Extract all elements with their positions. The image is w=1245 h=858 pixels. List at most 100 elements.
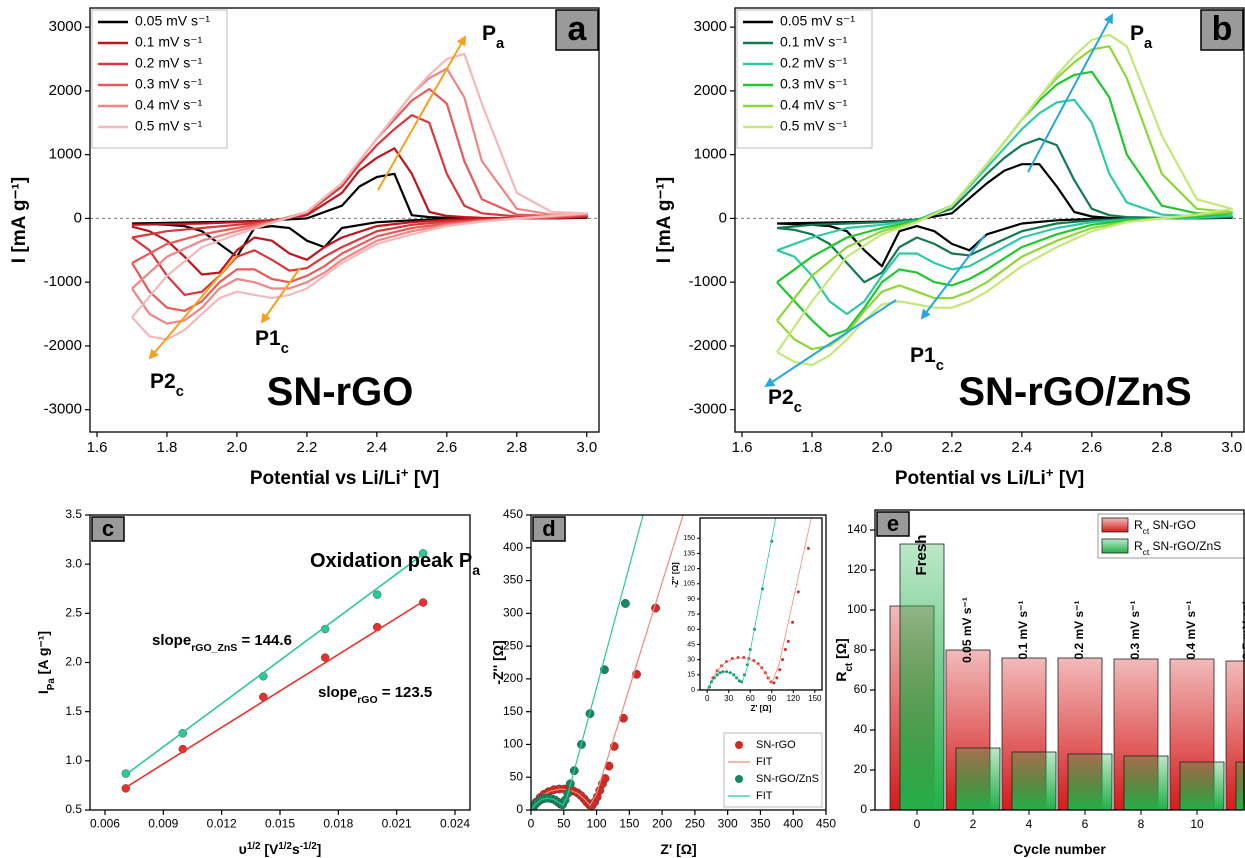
arrow xyxy=(260,267,301,324)
inset-y-tick-label: 90 xyxy=(687,596,695,603)
bar-label: 0.05 mV s⁻¹ xyxy=(960,597,974,663)
bar-label: 0.1 mV s⁻¹ xyxy=(1016,600,1030,659)
y-tick-label: 3000 xyxy=(694,18,727,35)
bar-label: 0.4 mV s⁻¹ xyxy=(1184,600,1198,659)
panel-letter: d xyxy=(542,516,555,541)
legend-label: Rct SN-rGO/ZnS xyxy=(1134,539,1221,557)
data-point xyxy=(783,648,787,652)
y-tick-label: -1000 xyxy=(44,273,82,290)
legend: 0.05 mV s⁻¹ 0.1 mV s⁻¹ 0.2 mV s⁻¹ 0.3 mV s⁻… xyxy=(736,9,873,149)
data-point xyxy=(373,590,382,599)
annotation: Pa xyxy=(1130,22,1153,52)
plot-content xyxy=(531,515,684,810)
legend: 0.05 mV s⁻¹ 0.1 mV s⁻¹ 0.2 mV s⁻¹ 0.3 mV s⁻… xyxy=(91,9,228,149)
text-part: υ xyxy=(239,841,247,857)
legend-label: Rct SN-rGO xyxy=(1134,518,1196,536)
bar-label: 0.3 mV s⁻¹ xyxy=(1128,600,1142,659)
arrow xyxy=(920,234,986,320)
x-tick-label: 2 xyxy=(970,817,977,831)
text-part: c xyxy=(794,400,802,416)
fit-line xyxy=(125,600,424,789)
panel: -3000 -2000 -1000 0 1000 2000 3000 1.6 1.8 2.0 2.2… xyxy=(9,7,600,489)
text-part: [Ω] xyxy=(833,638,849,662)
annotation: P1c xyxy=(255,327,289,357)
text-part: + xyxy=(1046,465,1054,480)
y-axis-label: I [mA g⁻¹] xyxy=(654,177,675,263)
sample-label: SN-rGO/ZnS xyxy=(958,370,1191,414)
x-tick-label: 300 xyxy=(718,817,738,831)
text-part: [V xyxy=(260,841,279,857)
text-part: R xyxy=(833,672,849,682)
text-part: = 123.5 xyxy=(378,684,433,701)
x-tick-label: 0.018 xyxy=(323,817,353,831)
inset-frame xyxy=(699,517,823,691)
y-tick-label: 250 xyxy=(503,638,523,652)
x-tick-label: 0.015 xyxy=(265,817,295,831)
x-tick-label: 0 xyxy=(528,817,535,831)
y-tick-label: -3000 xyxy=(44,401,82,418)
legend-label: 0.5 mV s⁻¹ xyxy=(780,118,848,134)
inset-y-tick-label: 45 xyxy=(687,641,695,648)
y-tick-label: 300 xyxy=(503,606,523,620)
legend-label: 0.5 mV s⁻¹ xyxy=(135,118,203,134)
x-axis-label: Z' [Ω] xyxy=(660,841,696,857)
legend: Rct SN-rGO Rct SN-rGO/ZnS xyxy=(1097,513,1245,559)
x-tick-label: 150 xyxy=(619,817,639,831)
x-tick-label: 6 xyxy=(1082,817,1089,831)
y-axis-label: Rct [Ω] xyxy=(833,638,855,681)
legend-label: 0.3 mV s⁻¹ xyxy=(780,76,848,92)
fit-line xyxy=(125,553,424,776)
x-tick-label: 100 xyxy=(587,817,607,831)
plot-content xyxy=(121,549,428,793)
bar xyxy=(1123,755,1169,810)
text-part: ct xyxy=(1143,547,1150,557)
data-point xyxy=(781,658,785,662)
legend-swatch xyxy=(735,775,743,783)
y-tick-label: 350 xyxy=(503,573,523,587)
x-tick-label: 2.6 xyxy=(436,439,457,456)
panel-letter-box xyxy=(555,9,599,51)
y-tick-label: 0 xyxy=(719,209,727,226)
text-part: Potential vs Li/Li xyxy=(250,468,401,489)
inset-y-tick-label: 150 xyxy=(683,535,695,542)
y-tick-label: 1000 xyxy=(49,146,82,163)
axes-frame xyxy=(874,509,1245,811)
data-point xyxy=(796,590,800,594)
inset-y-tick-label: 105 xyxy=(683,581,695,588)
axes-frame xyxy=(89,7,600,433)
x-tick-label: 2.0 xyxy=(871,439,892,456)
text-part: [V] xyxy=(409,468,440,489)
x-axis-label: υ1/2 [V1/2s-1/2] xyxy=(239,841,322,858)
legend-box xyxy=(91,9,228,149)
legend-swatch xyxy=(735,741,743,749)
inset: 0 30 60 90 120 150 0 15 30 45 60 75 90 105 120 135 150 Z'… xyxy=(671,517,823,713)
x-tick-label: 0.006 xyxy=(90,817,120,831)
bar xyxy=(1011,751,1057,810)
x-tick-label: 1.6 xyxy=(732,439,753,456)
text-part: slope xyxy=(152,632,191,649)
text-part: Oxidation peak P xyxy=(310,550,472,572)
fit-line xyxy=(706,518,777,690)
y-tick-label: 2000 xyxy=(694,82,727,99)
inset-x-tick-label: 120 xyxy=(787,694,801,703)
legend-label: 0.05 mV s⁻¹ xyxy=(135,13,210,29)
x-axis-label: Cycle number xyxy=(1013,841,1106,857)
x-tick-label: 2.8 xyxy=(506,439,527,456)
plot-area xyxy=(90,515,470,810)
legend-label: 0.1 mV s⁻¹ xyxy=(135,34,203,50)
panel-letter-box xyxy=(876,511,910,537)
x-tick-label: 2.4 xyxy=(366,439,387,456)
x-tick-label: 2.8 xyxy=(1151,439,1172,456)
y-tick-label: -3000 xyxy=(689,401,727,418)
text-part: ct xyxy=(1143,526,1150,536)
y-tick-label: 20 xyxy=(854,762,868,776)
x-tick-label: 10 xyxy=(1190,817,1204,831)
text-part: a xyxy=(1144,36,1153,52)
legend-label: 0.2 mV s⁻¹ xyxy=(135,55,203,71)
inset-y-tick-label: 15 xyxy=(687,672,695,679)
y-tick-label: 3.5 xyxy=(65,507,82,521)
panel-letter: b xyxy=(1212,10,1233,48)
text-part: c xyxy=(936,358,944,374)
cv-curve xyxy=(131,52,588,341)
fit-line xyxy=(706,518,812,690)
